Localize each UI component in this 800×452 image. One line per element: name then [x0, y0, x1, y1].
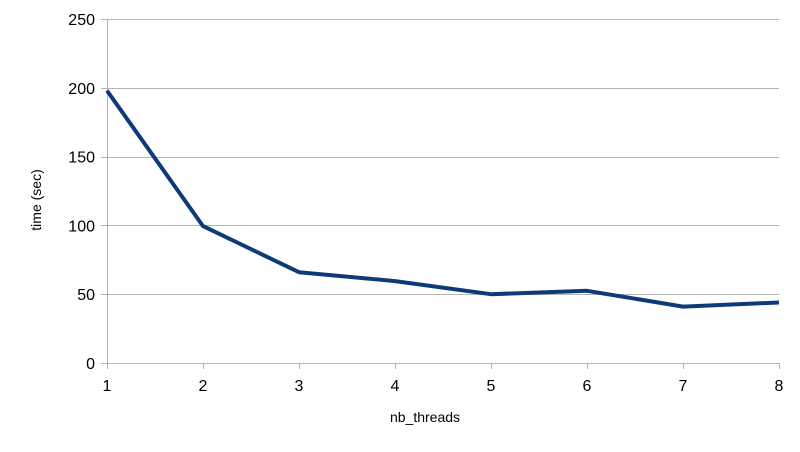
series-group: [105, 89, 780, 309]
x-tick-labels: 1 2 3 4 5 6 7 8: [103, 378, 784, 395]
y-tick-label: 200: [68, 81, 95, 98]
x-tick-label: 1: [103, 378, 112, 395]
x-tick-label: 5: [487, 378, 496, 395]
y-tick-label: 250: [68, 12, 95, 29]
axes: [101, 19, 780, 369]
y-tick-label: 50: [77, 287, 95, 304]
y-tick-label: 100: [68, 218, 95, 235]
x-tick-label: 4: [391, 378, 400, 395]
x-tick-label: 3: [295, 378, 304, 395]
x-axis-title: nb_threads: [390, 409, 460, 425]
series-line: [105, 89, 780, 309]
y-tick-label: 0: [86, 356, 95, 373]
x-tick-label: 7: [679, 378, 688, 395]
gridlines: [107, 19, 779, 295]
y-tick-labels: 0 50 100 150 200 250: [68, 12, 95, 373]
y-axis-title: time (sec): [28, 169, 44, 230]
y-tick-label: 150: [68, 150, 95, 167]
x-tick-label: 6: [583, 378, 592, 395]
x-tick-label: 8: [775, 378, 784, 395]
x-tick-label: 2: [199, 378, 208, 395]
